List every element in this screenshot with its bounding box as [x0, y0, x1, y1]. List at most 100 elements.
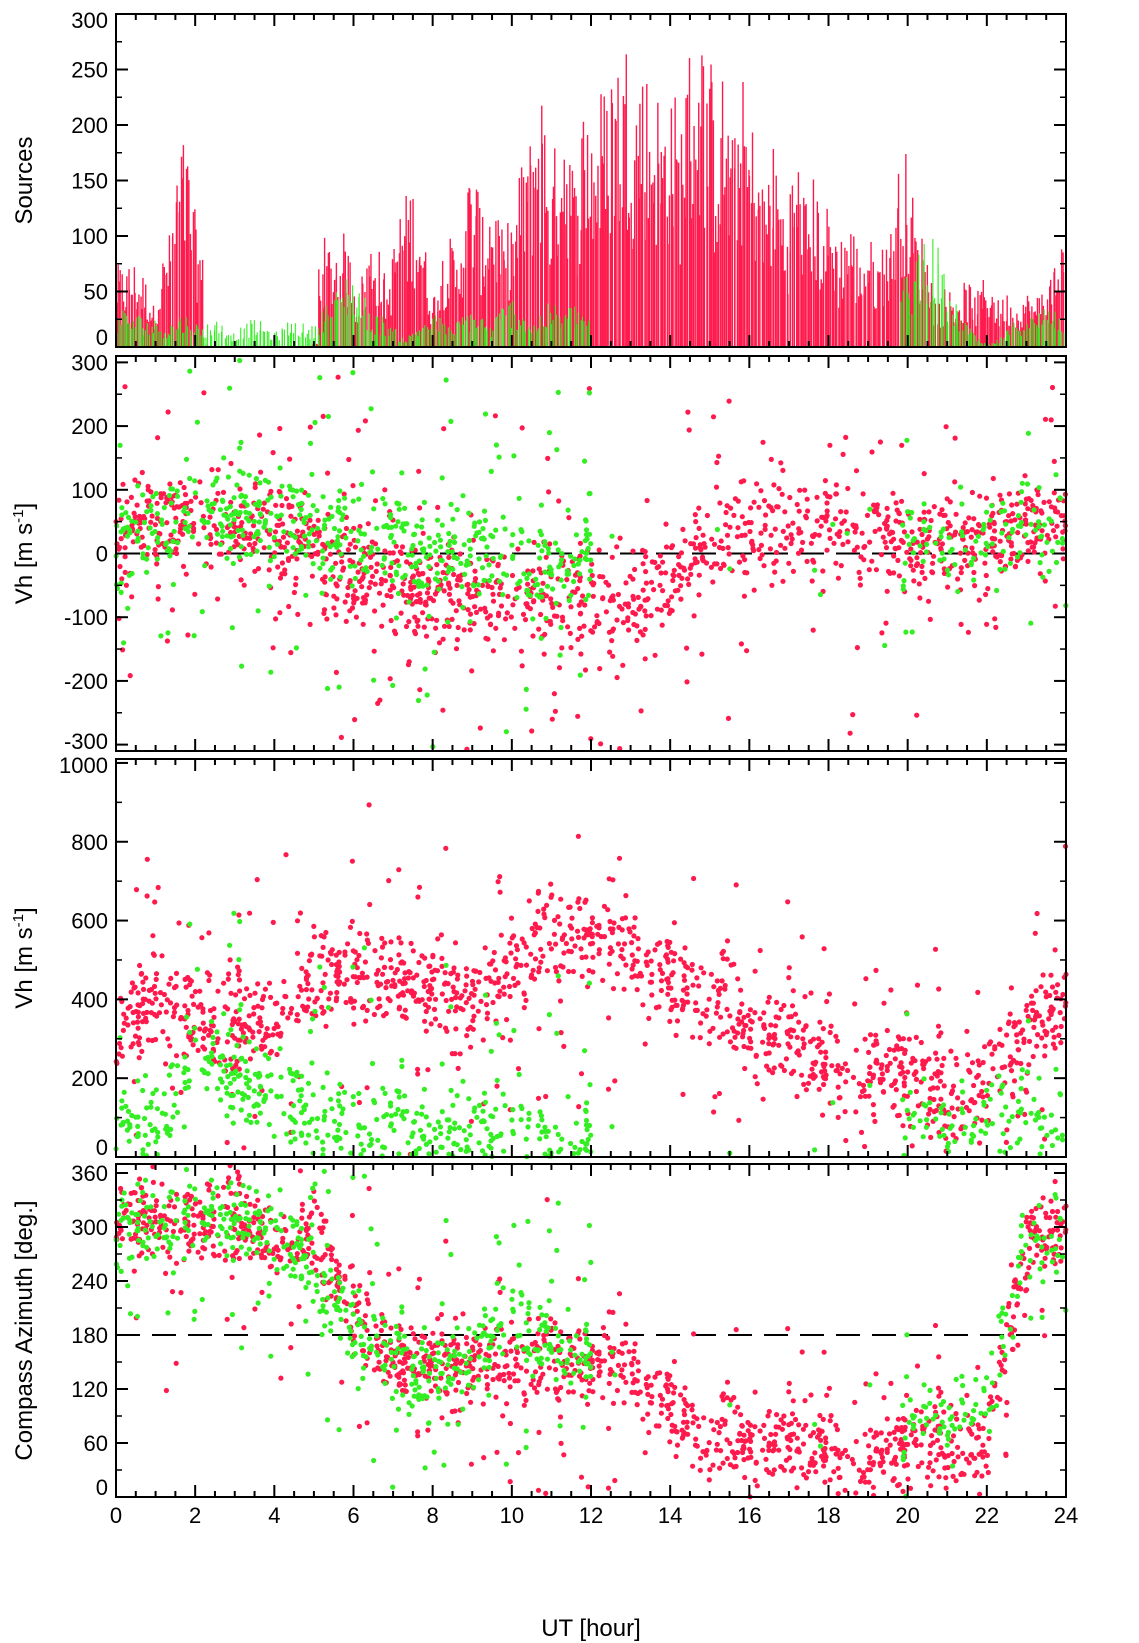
- data-point-green: [278, 1074, 284, 1080]
- data-point-red: [487, 961, 493, 967]
- data-point-red: [726, 551, 732, 557]
- data-point-green: [585, 1136, 591, 1143]
- data-point-green: [409, 552, 415, 558]
- data-point-red: [450, 984, 456, 990]
- data-point-green: [161, 505, 167, 511]
- data-point-red: [989, 1051, 995, 1057]
- data-point-red: [727, 524, 733, 530]
- data-point-green: [400, 1109, 406, 1115]
- data-point-red: [682, 538, 688, 544]
- data-point-red: [470, 982, 476, 988]
- data-point-red: [295, 994, 301, 1000]
- data-point-red: [351, 1021, 357, 1027]
- data-point-red: [518, 962, 524, 969]
- data-point-red: [927, 616, 933, 623]
- data-point-red: [427, 986, 433, 993]
- data-point-red: [168, 975, 174, 982]
- data-point-red: [158, 495, 164, 501]
- data-point-green: [454, 555, 460, 562]
- data-point-green: [166, 492, 172, 499]
- data-point-green: [284, 548, 290, 554]
- data-point-green: [1044, 539, 1050, 545]
- data-point-red: [119, 576, 125, 582]
- data-point-red: [373, 568, 379, 575]
- data-point-green: [187, 368, 193, 374]
- data-point-green: [320, 1146, 326, 1152]
- data-point-red: [752, 1074, 758, 1080]
- data-point-green: [289, 532, 295, 538]
- data-point-red: [598, 741, 604, 747]
- data-point-red: [1035, 1032, 1041, 1038]
- data-point-red: [756, 547, 762, 553]
- data-point-red: [642, 597, 648, 603]
- data-point-red: [298, 987, 305, 993]
- data-point-green: [587, 1082, 593, 1088]
- data-point-red: [908, 563, 914, 569]
- data-point-red: [185, 1007, 191, 1014]
- data-point-red: [528, 974, 534, 981]
- data-point-red: [207, 972, 213, 978]
- data-point-red: [200, 1035, 206, 1041]
- data-point-red: [789, 536, 795, 542]
- data-point-red: [135, 990, 141, 996]
- data-point-green: [183, 456, 190, 462]
- data-point-red: [663, 521, 669, 527]
- data-point-red: [208, 564, 214, 570]
- data-point-green: [1039, 1144, 1045, 1150]
- data-point-red: [319, 1004, 325, 1010]
- data-point-green: [246, 472, 252, 478]
- data-point-red: [429, 991, 435, 997]
- data-point-red: [681, 960, 687, 966]
- data-point-red: [526, 898, 532, 904]
- data-point-red: [148, 519, 154, 525]
- data-point-green: [278, 493, 284, 499]
- data-point-green: [321, 526, 327, 532]
- data-point-red: [1006, 513, 1012, 519]
- data-point-red: [154, 1013, 160, 1019]
- data-point-green: [446, 565, 452, 571]
- data-point-red: [631, 933, 637, 939]
- y-tick-label: 0: [96, 325, 108, 350]
- data-point-red: [170, 1014, 176, 1020]
- data-point-red: [136, 1035, 143, 1041]
- data-point-green: [230, 1120, 236, 1126]
- data-point-red: [984, 621, 990, 627]
- data-point-red: [990, 1066, 996, 1072]
- data-point-red: [155, 584, 161, 590]
- data-point-red: [791, 1068, 797, 1074]
- data-point-green: [277, 465, 283, 471]
- data-point-red: [518, 648, 525, 654]
- data-point-green: [253, 1046, 259, 1052]
- data-point-green: [921, 519, 927, 525]
- data-point-red: [922, 575, 928, 582]
- data-point-green: [588, 557, 594, 563]
- data-point-red: [704, 1007, 710, 1013]
- data-point-red: [152, 990, 158, 996]
- data-point-red: [387, 957, 394, 963]
- data-point-red: [320, 980, 326, 986]
- data-point-green: [336, 1121, 343, 1128]
- data-point-red: [137, 962, 143, 969]
- data-point-green: [419, 524, 425, 530]
- data-point-green: [363, 565, 369, 571]
- data-point-red: [871, 1042, 877, 1048]
- plot-area-vh-horizontal: [113, 802, 1069, 1160]
- data-point-red: [536, 566, 542, 572]
- data-point-red: [144, 551, 150, 558]
- data-point-red: [369, 539, 375, 545]
- data-point-red: [816, 532, 822, 538]
- data-point-red: [1031, 549, 1037, 555]
- data-point-red: [552, 708, 559, 714]
- data-point-red: [808, 540, 815, 546]
- data-point-red: [306, 996, 312, 1002]
- data-point-red: [969, 527, 975, 533]
- data-point-red: [805, 508, 811, 514]
- y-tick-label: -200: [64, 669, 108, 694]
- data-point-green: [243, 1074, 249, 1081]
- data-point-red: [1014, 1032, 1020, 1038]
- data-point-green: [389, 560, 395, 566]
- data-point-green: [204, 498, 210, 504]
- data-point-red: [355, 569, 361, 575]
- data-point-red: [498, 603, 505, 609]
